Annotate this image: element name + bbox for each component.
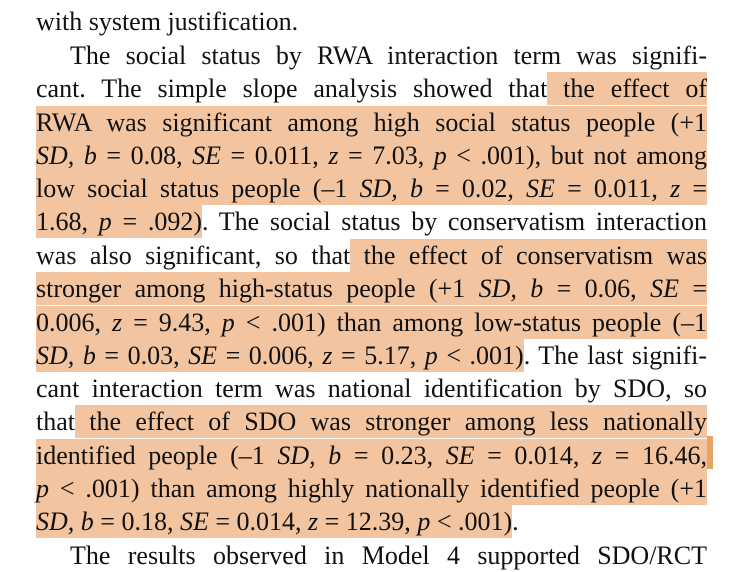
text-line: cant. The simple slope analysis showed t… [36,72,707,105]
body-text: . The social status by conservatism inte… [202,207,708,236]
text-line: RWA was significant among high social st… [36,106,707,139]
body-text: cant interaction term was national ident… [36,374,707,403]
highlighted-text: SE [526,172,555,205]
highlighted-text: SD, b [359,172,423,205]
highlighted-text: SD, b [478,272,544,305]
text-line: 0.006, z = 9.43, p < .001) than among lo… [36,306,707,339]
highlighted-text: SD, b [36,505,94,538]
highlighted-text: p [417,505,431,538]
highlighted-text: z [322,339,333,372]
highlighted-text: = 7.03, [338,139,434,172]
highlighted-text: z [308,505,319,538]
text-line: The results observed in Model 4 supporte… [70,539,707,572]
body-text: that [36,407,75,436]
text-line: p < .001) than among highly nationally i… [36,472,707,505]
text-line: 1.68, p = .092). The social status by co… [36,205,707,238]
highlighted-text: = 0.006, [217,339,323,372]
highlighted-text: SE [179,505,209,538]
highlighted-text: identified people (–1 [36,439,278,472]
highlighted-text: = 16.46, [602,439,707,472]
highlighted-text: SE [188,339,218,372]
highlighted-text: low social status people (–1 [36,172,360,205]
highlighted-text: = 0.18, [93,505,180,538]
text-line: SD, b = 0.08, SE = 0.011, z = 7.03, p < … [36,139,708,172]
highlighted-text: = 0.011, [221,139,329,172]
text-line: SD, b = 0.18, SE = 0.014, z = 12.39, p <… [36,505,707,538]
highlighted-text: stronger among high-status people (+1 [36,272,479,305]
text-line: low social status people (–1 SD, b = 0.0… [36,172,707,205]
highlighted-text: = .092) [111,205,202,238]
body-text: . [512,507,519,536]
body-text: cant. The simple slope analysis showed t… [36,74,548,103]
highlighted-text: = [678,272,707,305]
highlighted-text: < .001), but not among [446,139,708,172]
text-line: with system justification. [36,5,707,38]
highlighted-text: p [433,139,447,172]
highlighted-text: SD, b [277,439,342,472]
body-text: . The last signifi- [523,341,708,370]
highlighted-text: the effect of [547,72,707,105]
highlighted-text: < .001) [430,505,513,538]
highlighted-text: p [424,339,438,372]
highlighted-text: = 0.014, [474,439,593,472]
highlighted-text: SD, b [36,339,96,372]
body-text: was also significant, so that [36,241,351,270]
highlighted-text: z [112,306,123,339]
highlighted-text: p [36,472,49,505]
highlighted-text: p [98,205,112,238]
highlight-edge-marker [707,436,713,469]
highlighted-text: = 0.08, [96,139,193,172]
highlighted-text: the effect of SDO was stronger among les… [75,405,707,438]
highlighted-text: SE [192,139,222,172]
body-text: The social status by RWA interaction ter… [70,41,707,70]
text-line: stronger among high-status people (+1 SD… [36,272,707,305]
body-text: with system justification. [36,7,299,36]
text-line: SD, b = 0.03, SE = 0.006, z = 5.17, p < … [36,339,707,372]
highlighted-text: the effect of conservatism was [350,239,707,272]
text-line: that the effect of SDO was stronger amon… [36,405,707,438]
highlighted-text: SD, b [36,139,97,172]
highlighted-text: = 0.23, [341,439,446,472]
highlighted-text: = 5.17, [332,339,425,372]
highlighted-text: 0.006, [36,306,112,339]
highlighted-text: < .001) than among highly nationally ide… [49,472,707,505]
text-line: The social status by RWA interaction ter… [70,39,707,72]
highlighted-text: SE [445,439,475,472]
highlighted-text: RWA was significant among high social st… [36,106,707,139]
highlighted-text: < .001) [437,339,524,372]
highlighted-text: = 0.014, [208,505,309,538]
text-line: cant interaction term was national ident… [36,372,707,405]
highlighted-text: < .001) than among low-status people (–1 [234,306,707,339]
highlighted-text: 1.68, [36,205,99,238]
highlighted-text: = 12.39, [318,505,418,538]
highlighted-text: z [592,439,603,472]
highlighted-text: = 9.43, [122,306,222,339]
highlighted-text: = 0.02, [422,172,527,205]
highlighted-text: p [221,306,235,339]
highlighted-text: SE [650,272,679,305]
body-text: The results observed in Model 4 supporte… [70,541,707,570]
text-line: was also significant, so that the effect… [36,239,707,272]
highlighted-text: z [328,139,339,172]
text-line: identified people (–1 SD, b = 0.23, SE =… [36,439,707,472]
highlighted-text: = [680,172,707,205]
highlighted-text: = 0.011, [554,172,671,205]
highlighted-text: = 0.03, [95,339,189,372]
highlighted-text: = 0.06, [543,272,651,305]
highlighted-text: z [670,172,681,205]
